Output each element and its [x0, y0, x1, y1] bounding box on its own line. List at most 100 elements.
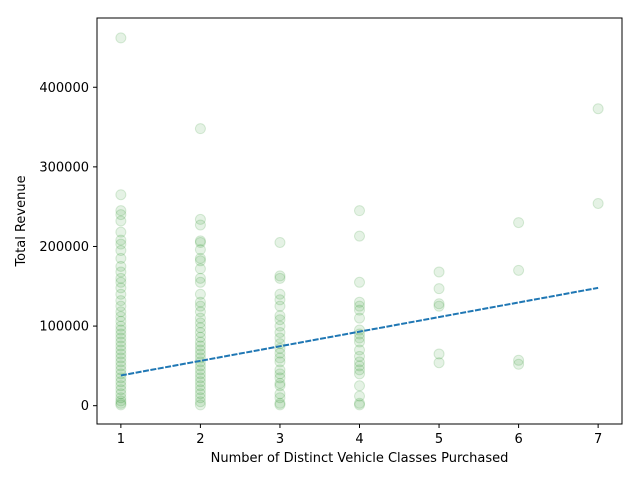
data-point [194, 331, 206, 343]
data-point [274, 320, 286, 332]
data-point [433, 348, 445, 360]
data-point [274, 310, 286, 322]
data-point [274, 388, 286, 400]
data-point [274, 377, 286, 389]
data-point [274, 332, 286, 344]
data-point [115, 32, 127, 44]
data-point [115, 388, 127, 400]
data-point [194, 272, 206, 284]
data-point [274, 364, 286, 376]
data-point [194, 380, 206, 392]
data-point [115, 352, 127, 364]
data-point [115, 272, 127, 284]
trend-line [120, 286, 599, 377]
data-point [354, 304, 365, 316]
data-point [115, 399, 127, 411]
data-point [194, 399, 206, 411]
trendline-layer [120, 286, 599, 377]
data-point [115, 306, 127, 318]
x-axis-label: Number of Distinct Vehicle Classes Purch… [211, 451, 509, 466]
data-point [115, 356, 127, 368]
y-tick-label: 400000 [39, 81, 89, 96]
data-point [194, 340, 206, 352]
data-point [115, 344, 127, 356]
data-point [115, 315, 127, 327]
data-point [194, 300, 206, 312]
x-tick-label: 4 [355, 432, 363, 447]
data-point [194, 123, 206, 135]
y-tick-label: 100000 [39, 320, 89, 335]
data-point [274, 368, 286, 380]
data-point [354, 380, 365, 392]
x-tick-label: 6 [514, 432, 522, 447]
data-point [592, 103, 604, 115]
data-point [115, 340, 127, 352]
data-point [274, 300, 286, 312]
data-point [513, 217, 525, 229]
points-layer [115, 32, 604, 411]
data-point [274, 326, 286, 338]
data-point [194, 364, 206, 376]
data-point [194, 372, 206, 384]
data-point [194, 344, 206, 356]
data-point [194, 312, 206, 324]
data-point [354, 397, 365, 409]
data-point [354, 356, 365, 368]
data-point [194, 276, 206, 288]
data-point [194, 219, 206, 231]
data-point [274, 356, 286, 368]
data-point [354, 332, 365, 344]
data-point [274, 397, 286, 409]
data-point [354, 350, 365, 362]
data-point [115, 209, 127, 221]
data-point [354, 205, 365, 217]
data-point [433, 266, 445, 278]
data-point [354, 390, 365, 402]
data-point [115, 360, 127, 372]
data-point [354, 276, 365, 288]
data-point [115, 332, 127, 344]
data-point [354, 399, 365, 411]
y-tick-label: 200000 [39, 240, 89, 255]
data-point [274, 380, 286, 392]
data-point [274, 352, 286, 364]
y-tick-label: 0 [81, 399, 89, 414]
data-point [194, 392, 206, 404]
data-point [194, 396, 206, 408]
data-point [115, 397, 127, 409]
data-point [354, 336, 365, 348]
data-point [115, 328, 127, 340]
data-point [592, 197, 604, 209]
data-point [274, 236, 286, 248]
data-point [115, 260, 127, 272]
data-point [115, 392, 127, 404]
data-point [354, 360, 365, 372]
data-point [194, 368, 206, 380]
data-point [115, 189, 127, 201]
data-point [354, 368, 365, 380]
data-point [513, 358, 525, 370]
data-point [115, 324, 127, 336]
data-point [513, 264, 525, 276]
data-point [354, 300, 365, 312]
data-point [274, 270, 286, 282]
data-point [115, 238, 127, 250]
data-point [274, 399, 286, 411]
x-tick-label: 1 [117, 432, 125, 447]
data-point [194, 255, 206, 267]
data-point [115, 311, 127, 323]
data-point [274, 288, 286, 300]
data-point [115, 215, 127, 227]
data-point [115, 288, 127, 300]
x-tick-label: 2 [196, 432, 204, 447]
x-tick-label: 5 [435, 432, 443, 447]
data-point [115, 234, 127, 246]
data-point [115, 348, 127, 360]
data-point [194, 376, 206, 388]
data-point [194, 236, 206, 248]
data-point [274, 294, 286, 306]
data-point [194, 317, 206, 329]
data-point [433, 283, 445, 295]
